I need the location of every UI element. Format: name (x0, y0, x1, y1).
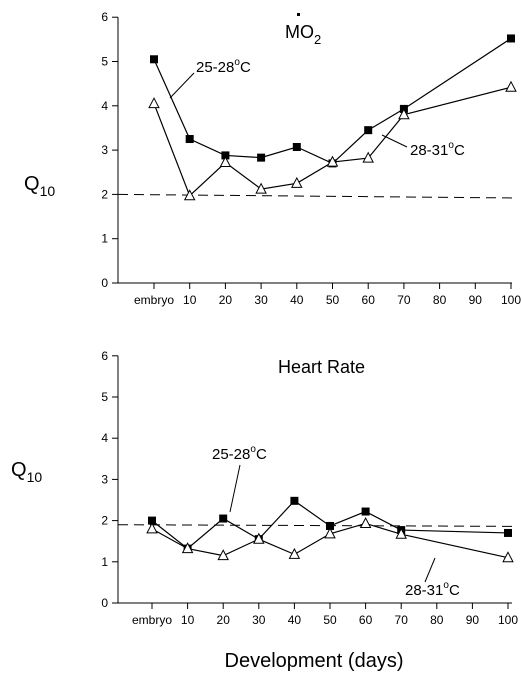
heart-rate-x-tick-label: 40 (288, 613, 302, 627)
mo2-x-tick-label: 40 (290, 293, 304, 307)
mo2-y-tick-label: 5 (101, 55, 108, 69)
heart-rate-annotation-25-28: 25-28oC (212, 444, 267, 463)
mo2-annotation-25-28: 25-28oC (196, 57, 251, 76)
mo2-x-tick-label: 30 (254, 293, 268, 307)
heart-rate-series-1-point (290, 496, 299, 505)
heart-rate-reference-line (117, 524, 513, 527)
heart-rate-series-2-point (181, 542, 194, 554)
heart-rate-series-1-point (504, 528, 512, 537)
heart-rate-x-tick-label: 30 (252, 613, 266, 627)
heart-rate-y-tick-label: 5 (101, 390, 108, 404)
x-axis-label: Development (days) (225, 650, 404, 672)
heart-rate-series-2-point (502, 551, 514, 563)
heart-rate-series-1-point (326, 521, 334, 530)
heart-rate-x-tick-label: embryo (132, 613, 172, 627)
mo2-x-tick-label: 80 (433, 293, 447, 307)
mo2-series-2-point (326, 155, 339, 167)
mo2-x-tick-label: 20 (219, 293, 233, 307)
heart-rate-annotation-28-31: 28-31oC (405, 580, 460, 599)
heart-rate-y-tick-label: 4 (101, 431, 108, 445)
mo2-y-tick-label: 3 (101, 143, 108, 157)
heart-rate-x-tick-label: 70 (395, 613, 409, 627)
heart-rate-series-2-point (359, 517, 372, 529)
mo2-y-tick-label: 1 (101, 232, 108, 246)
mo2-series-2-point (362, 151, 374, 163)
mo2-series-1-point (257, 153, 266, 162)
mo2-series-1-point (150, 55, 158, 64)
heart-rate-x-tick-label: 10 (181, 613, 195, 627)
heart-rate-annotation-leader-25-28 (229, 464, 241, 513)
heart-rate-series-2-point (324, 527, 336, 539)
mo2-reference-line (117, 193, 513, 199)
heart-rate-y-tick-label: 6 (101, 349, 108, 363)
heart-rate-annotation-leader-28-31 (424, 557, 436, 583)
heart-rate-y-tick-label: 2 (101, 514, 108, 528)
mo2-series-1-point (292, 142, 301, 151)
mo2-y-axis-label-main: Q (24, 173, 40, 195)
mo2-series-2-point (255, 182, 267, 194)
mo2-title: MO2 (285, 22, 321, 47)
mo2-series-2-point (505, 80, 517, 92)
mo2-title-subscript: 2 (314, 32, 321, 47)
heart-rate-y-axis-label: Q10 (11, 459, 42, 485)
mo2-series-2-point (219, 156, 232, 168)
mo2-series-2-point (183, 189, 196, 201)
heart-rate-y-tick-label: 0 (101, 596, 108, 610)
heart-rate-y-axis-label-main: Q (11, 459, 27, 481)
heart-rate-series-2-point (253, 532, 265, 544)
mo2-x-tick-label: embryo (134, 293, 174, 307)
mo2-title-dot (297, 13, 300, 16)
heart-rate-series-1-point (361, 507, 370, 516)
mo2-y-axis-label: Q10 (24, 173, 55, 199)
mo2-y-tick-label: 4 (101, 99, 108, 113)
heart-rate-series-2-point (146, 522, 158, 534)
mo2-y-tick-label: 2 (101, 187, 108, 201)
heart-rate-series-2-point (395, 527, 407, 539)
mo2-x-tick-label: 10 (183, 293, 197, 307)
mo2-series-1-point (221, 151, 230, 160)
mo2-title-main: MO (285, 22, 314, 42)
mo2-series-2-point (291, 176, 303, 188)
heart-rate-y-axis-label-subscript: 10 (27, 469, 43, 485)
mo2-x-tick-label: 90 (469, 293, 483, 307)
heart-rate-x-tick-label: 100 (498, 613, 518, 627)
heart-rate-y-tick-label: 3 (101, 472, 108, 486)
heart-rate-x-tick-label: 50 (323, 613, 337, 627)
mo2-annotation-leader-25-28 (169, 72, 195, 99)
heart-rate-panel: Heart Rate Q10 25-28oC 28-31oC 0123456em… (11, 349, 518, 627)
heart-rate-series-2-point (217, 549, 229, 561)
mo2-y-tick-label: 6 (101, 10, 108, 24)
heart-rate-x-tick-label: 60 (359, 613, 373, 627)
mo2-x-tick-label: 100 (501, 293, 521, 307)
mo2-y-axis-label-subscript: 10 (40, 183, 56, 199)
heart-rate-series-1-point (148, 516, 156, 525)
mo2-series-1-point (364, 126, 373, 135)
mo2-annotation-28-31: 28-31oC (410, 140, 465, 159)
mo2-y-tick-label: 0 (101, 276, 108, 290)
heart-rate-series-2-point (288, 547, 301, 559)
heart-rate-y-tick-label: 1 (101, 555, 108, 569)
mo2-x-tick-label: 50 (326, 293, 340, 307)
heart-rate-x-tick-label: 20 (217, 613, 231, 627)
heart-rate-x-tick-label: 80 (430, 613, 444, 627)
mo2-series-1-point (185, 135, 194, 144)
mo2-series-2-point (148, 97, 160, 109)
mo2-x-tick-label: 60 (362, 293, 376, 307)
mo2-series-1-point (507, 34, 515, 43)
heart-rate-title: Heart Rate (278, 357, 365, 377)
heart-rate-series-1-point (219, 514, 228, 523)
heart-rate-x-tick-label: 90 (466, 613, 480, 627)
mo2-series-2-point (398, 108, 410, 120)
mo2-x-tick-label: 70 (397, 293, 411, 307)
